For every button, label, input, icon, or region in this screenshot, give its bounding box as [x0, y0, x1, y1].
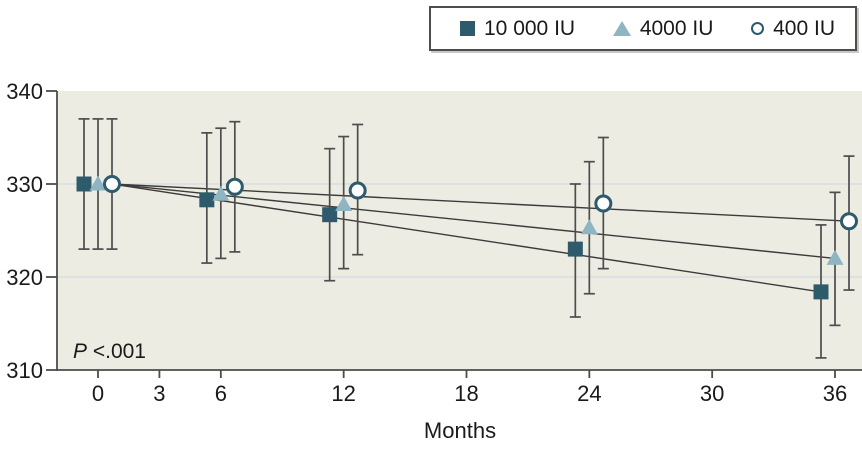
marker-10-000-iu [813, 284, 829, 300]
triangle-icon [612, 21, 631, 36]
marker-10-000-iu [76, 176, 92, 192]
x-tick-label: 18 [454, 381, 478, 406]
marker-10-000-iu [199, 192, 215, 208]
legend-label-4000-iu: 4000 IU [639, 16, 714, 40]
legend-label-400-iu: 400 IU [773, 16, 835, 40]
marker-400-iu [840, 212, 858, 231]
legend-item-4000-iu: 4000 IU [612, 16, 714, 41]
x-tick-label: 3 [153, 381, 165, 406]
trend-line-4000-iu [111, 183, 836, 260]
marker-4000-iu [826, 249, 844, 265]
p-value-annotation: P <.001 [73, 340, 146, 363]
legend: 10 000 IU 4000 IU 400 IU [429, 6, 857, 51]
legend-label-10000-iu: 10 000 IU [484, 16, 576, 40]
y-tick-label: 310 [6, 358, 43, 383]
marker-400-iu [103, 175, 121, 193]
x-tick-label: 30 [700, 381, 724, 406]
marker-10-000-iu [567, 241, 583, 257]
legend-item-10000-iu: 10 000 IU [460, 17, 575, 41]
y-tick-label: 320 [6, 265, 43, 290]
trend-line-10-000-iu [111, 183, 822, 293]
marker-4000-iu [580, 219, 598, 235]
marker-4000-iu [89, 175, 107, 191]
x-axis-title: Months [424, 418, 496, 443]
y-tick-label: 330 [6, 172, 43, 197]
marker-400-iu [594, 194, 613, 213]
marker-400-iu [225, 177, 244, 196]
marker-4000-iu [335, 195, 353, 211]
x-tick-label: 0 [92, 381, 104, 406]
x-tick-label: 12 [331, 381, 355, 406]
x-tick-label: 36 [823, 381, 847, 406]
legend-item-400-iu: 400 IU [751, 17, 835, 41]
x-tick-label: 6 [215, 381, 227, 406]
y-tick-label: 340 [6, 79, 43, 104]
open-circle-icon [751, 22, 765, 35]
plot-background [58, 91, 862, 370]
square-icon [460, 21, 475, 36]
marker-400-iu [348, 181, 367, 200]
marker-4000-iu [212, 185, 230, 201]
marker-10-000-iu [322, 207, 338, 223]
x-tick-label: 24 [577, 381, 601, 406]
